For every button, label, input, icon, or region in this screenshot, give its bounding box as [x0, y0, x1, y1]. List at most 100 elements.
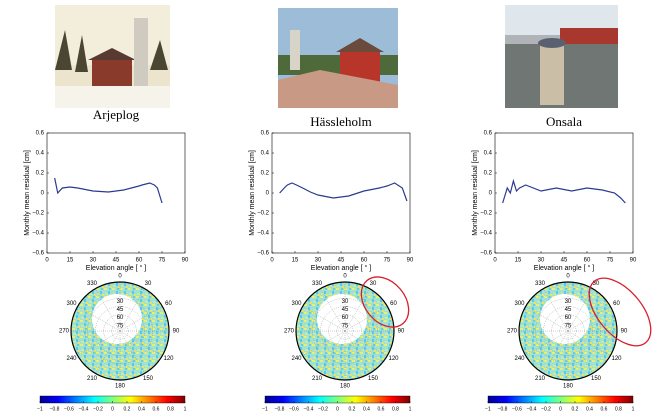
y-tick-label: 0.4 [36, 151, 45, 157]
azimuth-spoke [95, 330, 121, 374]
elevation-label: 60 [342, 315, 349, 321]
y-axis-label: Monthly mean residual [cm] [249, 150, 256, 236]
x-tick-label: 90 [630, 258, 637, 264]
azimuth-spoke [119, 330, 145, 374]
colorbar-tick-label: −0.8 [50, 406, 60, 412]
x-axis-label: Elevation angle [ ° ] [311, 264, 371, 272]
x-tick-label: 15 [515, 258, 522, 264]
x-tick-label: 60 [361, 258, 368, 264]
azimuth-label: 180 [340, 384, 351, 390]
azimuth-spoke [344, 330, 388, 356]
azimuth-label: 60 [613, 301, 620, 307]
x-tick-label: 90 [407, 258, 414, 264]
colorbar-tick-label: 0.6 [378, 406, 385, 412]
azimuth-label: 60 [165, 301, 172, 307]
y-tick-label: 0.2 [484, 171, 493, 177]
x-axis-label: Elevation angle [ ° ] [86, 264, 146, 272]
y-tick-label: 0.4 [261, 151, 270, 157]
y-tick-label: 0.2 [36, 171, 45, 177]
colorbar-tick-label: 0.4 [586, 406, 593, 412]
colorbar-tick-label: −0.6 [64, 406, 74, 412]
azimuth-label: 240 [291, 356, 302, 362]
plot-frame [494, 132, 634, 254]
colorbar-tick-label: −0.2 [93, 406, 103, 412]
x-tick-label: 45 [113, 258, 120, 264]
photo [55, 5, 170, 108]
y-tick-label: −0.2 [480, 211, 493, 217]
x-tick-label: 0 [45, 258, 49, 264]
residual-line [502, 178, 626, 204]
colorbar-tick-label: 0.2 [572, 406, 579, 412]
colorbar-tick-label: 0.6 [601, 406, 608, 412]
azimuth-label: 270 [59, 329, 70, 335]
azimuth-label: 120 [163, 356, 174, 362]
y-tick-label: −0.2 [32, 211, 45, 217]
azimuth-spoke [543, 288, 569, 332]
azimuth-label: 210 [535, 376, 546, 382]
colorbar-tick-label: 0.4 [138, 406, 145, 412]
y-tick-label: −0.4 [480, 231, 493, 237]
azimuth-spoke [525, 330, 569, 356]
azimuth-label: 0 [343, 274, 347, 280]
elevation-label: 45 [342, 307, 349, 313]
y-tick-label: 0.2 [261, 171, 270, 177]
residual-line [279, 182, 408, 202]
x-tick-label: 45 [338, 258, 345, 264]
sky-border [295, 281, 395, 381]
azimuth-spoke [77, 306, 121, 332]
x-tick-label: 60 [136, 258, 143, 264]
azimuth-spoke [525, 306, 569, 332]
x-tick-label: 30 [538, 258, 545, 264]
azimuth-label: 150 [143, 376, 154, 382]
colorbar-tick-label: −0.6 [512, 406, 522, 412]
x-tick-label: 90 [182, 258, 189, 264]
sky-gap [92, 294, 142, 344]
y-tick-label: 0 [41, 191, 45, 197]
azimuth-spoke [567, 330, 611, 356]
colorbar-tick-label: −1 [37, 406, 43, 412]
colorbar-tick-label: −0.8 [498, 406, 508, 412]
y-tick-label: 0.6 [36, 131, 45, 137]
azimuth-label: 30 [593, 281, 600, 287]
elevation-label: 30 [117, 299, 124, 305]
azimuth-spoke [119, 330, 163, 356]
azimuth-label: 30 [370, 281, 377, 287]
elevation-label: 60 [565, 315, 572, 321]
colorbar-tick-label: −0.2 [318, 406, 328, 412]
azimuth-spoke [543, 330, 569, 374]
x-tick-label: 75 [159, 258, 166, 264]
colorbar-tick-label: 0.8 [167, 406, 174, 412]
azimuth-spoke [344, 306, 388, 332]
colorbar-tick-label: 0.8 [392, 406, 399, 412]
plot-frame [46, 132, 186, 254]
colorbar-tick-label: 0.2 [349, 406, 356, 412]
azimuth-label: 150 [591, 376, 602, 382]
residual-line [54, 177, 163, 204]
azimuth-spoke [119, 288, 145, 332]
azimuth-spoke [344, 330, 370, 374]
azimuth-spoke [302, 330, 346, 356]
azimuth-spoke [320, 330, 346, 374]
elevation-label: 45 [117, 307, 124, 313]
colorbar-tick-label: 0.2 [124, 406, 131, 412]
azimuth-label: 90 [621, 329, 628, 335]
x-tick-label: 0 [270, 258, 274, 264]
colorbar-tick-label: −1 [262, 406, 268, 412]
colorbar-tick-label: 0.8 [615, 406, 622, 412]
x-tick-label: 0 [493, 258, 497, 264]
azimuth-spoke [95, 288, 121, 332]
azimuth-spoke [344, 288, 370, 332]
x-tick-label: 45 [561, 258, 568, 264]
x-tick-label: 75 [384, 258, 391, 264]
azimuth-label: 180 [563, 384, 574, 390]
colorbar-tick-label: −0.6 [289, 406, 299, 412]
colorbar-tick-label: −1 [485, 406, 491, 412]
chart-title: Arjeplog [93, 107, 140, 122]
elevation-label: 75 [565, 323, 572, 329]
colorbar-tick-label: 1 [184, 406, 187, 412]
azimuth-label: 300 [514, 301, 525, 307]
azimuth-spoke [302, 306, 346, 332]
azimuth-label: 0 [118, 274, 122, 280]
x-tick-label: 75 [607, 258, 614, 264]
